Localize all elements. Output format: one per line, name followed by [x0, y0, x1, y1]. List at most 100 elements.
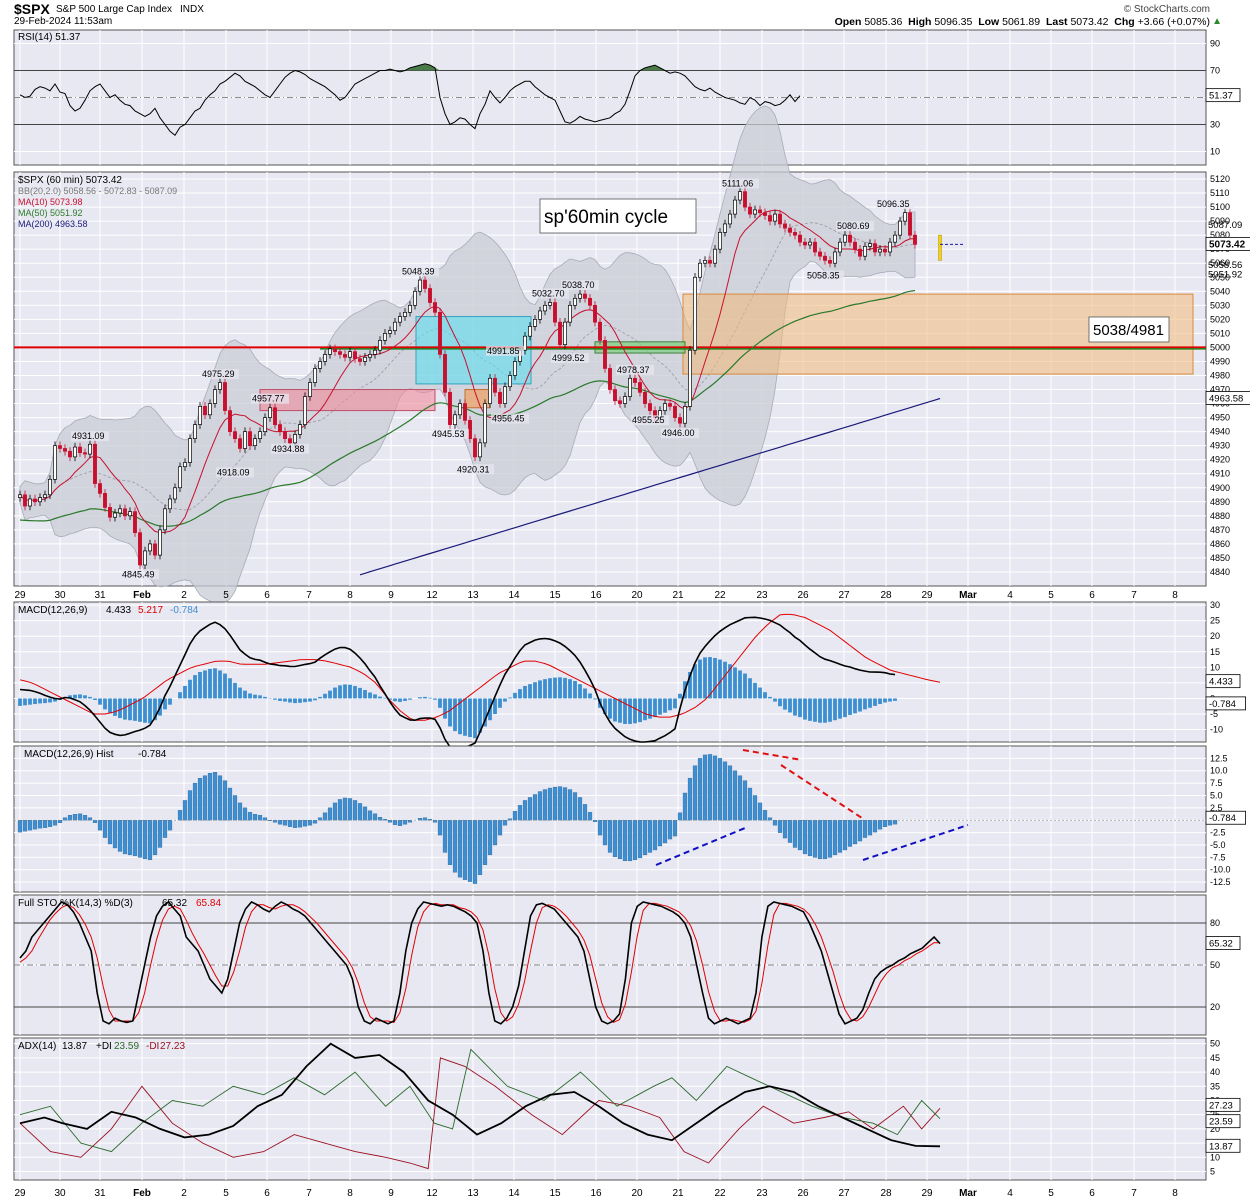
x-tick-label: 27	[838, 590, 850, 601]
macd-hist-bar	[818, 698, 822, 723]
price-ytick-label: 5090	[1210, 216, 1230, 226]
candle-body	[553, 302, 557, 323]
candle	[38, 493, 42, 507]
candle	[113, 508, 117, 522]
macd-panel-frame	[13, 601, 1207, 743]
candle	[523, 331, 527, 355]
hist-ytick-label: -7.5	[1210, 852, 1226, 862]
candle	[558, 317, 562, 349]
candle-body	[253, 438, 257, 447]
macd-ytick-label: 20	[1210, 631, 1220, 641]
price-point-label-bg	[806, 270, 844, 281]
macd-hist-bar	[453, 698, 457, 732]
candle-body	[838, 241, 842, 253]
blue-trend-line-2	[862, 824, 969, 861]
candle-body	[678, 417, 682, 424]
candle	[133, 507, 137, 537]
hist-bar	[857, 820, 863, 842]
candle	[103, 489, 107, 512]
hist-bar	[762, 810, 768, 821]
hist-bar	[332, 802, 338, 821]
candle	[118, 504, 122, 518]
hist-bar	[397, 820, 403, 826]
macd-hist-bar	[893, 698, 897, 701]
candle-body	[53, 445, 57, 480]
candle-body	[793, 231, 797, 236]
price-ytick-label: 4840	[1210, 567, 1230, 577]
candle	[378, 336, 382, 355]
hist-bar	[77, 813, 83, 821]
macd-hist-bar	[73, 694, 77, 699]
candle-body	[73, 446, 77, 458]
candle	[583, 289, 587, 303]
candle-body	[288, 438, 292, 444]
hist-bar	[522, 800, 528, 821]
candle	[868, 239, 872, 251]
macd-hist-bar	[858, 698, 862, 712]
price-last-tag: 5073.42	[1209, 239, 1246, 250]
symbol[interactable]: $SPX	[14, 1, 50, 17]
candle-body	[863, 246, 867, 257]
candle-body	[668, 403, 672, 407]
macd-hist-bar	[298, 698, 302, 703]
candle	[508, 371, 512, 391]
macd-hist-bar	[728, 664, 732, 699]
macd-hist-bar	[203, 670, 207, 699]
x-tick-label-bottom: 5	[223, 1188, 229, 1199]
candle-body	[153, 543, 157, 556]
macd-hist-bar	[228, 678, 232, 699]
hist-bar	[207, 773, 213, 821]
candle-body	[123, 508, 127, 517]
macd-hist-bar	[318, 696, 322, 699]
candle	[388, 326, 392, 338]
x-tick-label: Feb	[133, 590, 151, 601]
hist-bar	[467, 820, 473, 882]
candle-body	[333, 348, 337, 352]
x-tick-label-bottom: 5	[1048, 1188, 1054, 1199]
hist-ytick-label: -2.5	[1210, 828, 1226, 838]
candle-body	[848, 234, 852, 243]
price-ma200-tag-box	[1205, 391, 1250, 405]
candle-body	[158, 529, 162, 556]
macd-hist-bar	[473, 698, 477, 739]
x-tick-label: 5	[1048, 590, 1054, 601]
candle	[98, 479, 102, 498]
candle	[628, 374, 632, 401]
open-label: Open	[834, 16, 862, 28]
macd-hist-bar	[88, 696, 92, 699]
hist-bar	[747, 787, 753, 821]
price-point-label-bg	[251, 393, 289, 404]
price-point-label-bg	[121, 569, 159, 580]
adx-legend-pdi-label: +DI	[96, 1041, 112, 1052]
candle	[863, 242, 867, 261]
candle	[228, 406, 232, 436]
candle	[338, 347, 342, 359]
macd-signal-line	[19, 613, 941, 721]
candle	[83, 448, 87, 459]
macd-hist-bar	[773, 698, 777, 702]
candle	[148, 539, 152, 556]
candle-body	[403, 311, 407, 317]
candle	[328, 344, 332, 359]
x-tick-label: 4	[1007, 590, 1013, 601]
candle	[673, 402, 677, 422]
candle-body	[348, 351, 352, 358]
price-point-label-bg	[71, 431, 109, 442]
macd-hist-bar	[493, 698, 497, 714]
candle	[93, 440, 97, 488]
price-right-tag: 5058.56	[1208, 260, 1242, 271]
x-tick-label-bottom: 30	[54, 1188, 66, 1199]
candle	[18, 490, 22, 502]
candle-body	[648, 403, 652, 411]
x-tick-label: 22	[714, 590, 726, 601]
hist-bar	[92, 820, 98, 823]
macd-hist-bar	[323, 693, 327, 699]
x-tick-label-bottom: 8	[347, 1188, 353, 1199]
hist-bar	[732, 770, 738, 821]
price-ytick-label: 4990	[1210, 356, 1230, 366]
candle-body	[603, 340, 607, 369]
hist-bar	[722, 761, 728, 821]
candle-body	[263, 417, 267, 432]
adx-ytick-label: 5	[1210, 1166, 1215, 1176]
hist-bar	[67, 815, 73, 821]
